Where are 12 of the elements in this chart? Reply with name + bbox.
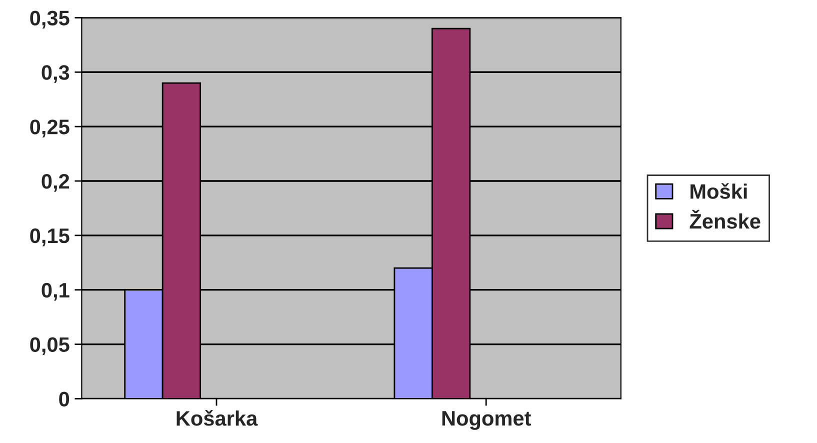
legend-label: Moški: [690, 183, 747, 199]
y-tick-label: 0,2: [42, 174, 70, 192]
y-tick-label: 0,3: [42, 65, 70, 83]
y-tick-label: 0: [59, 392, 70, 406]
y-tick-label: 0,25: [30, 120, 70, 138]
x-tick-label: Košarka: [176, 410, 258, 426]
y-tick-label: 0,05: [30, 337, 70, 356]
y-tick-label: 0,15: [30, 228, 70, 246]
x-tick-label: Nogomet: [442, 411, 531, 430]
legend-label: Ženske: [690, 210, 760, 229]
y-tick-label: 0,35: [30, 10, 70, 28]
y-tick-label: 0,1: [42, 282, 70, 301]
